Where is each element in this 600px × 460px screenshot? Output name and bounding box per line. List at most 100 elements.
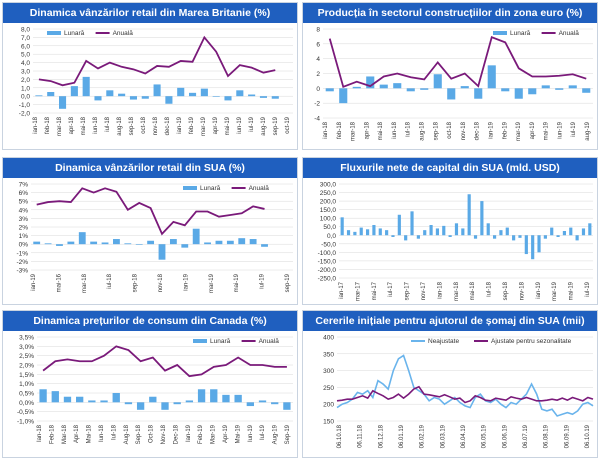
x-tick-label: nov-18 bbox=[153, 116, 159, 135]
bar bbox=[135, 244, 143, 245]
y-tick-label: -1,0% bbox=[17, 419, 34, 426]
legend-label-0: Lunară bbox=[64, 30, 85, 37]
x-tick-label: nov-17 bbox=[421, 281, 427, 300]
x-tick-label: Sep-18 bbox=[136, 424, 142, 444]
panel-canada-cpi: Dinamica prețurilor de consum din Canada… bbox=[2, 310, 298, 458]
y-tick-label: 2 bbox=[316, 71, 320, 78]
x-tick-label: 06.07.19 bbox=[523, 424, 529, 448]
x-tick-label: Dec-18 bbox=[173, 424, 179, 444]
bar bbox=[353, 231, 357, 236]
bar bbox=[129, 96, 137, 100]
bar bbox=[499, 230, 503, 236]
x-tick-label: sep-17 bbox=[405, 281, 411, 300]
x-tick-label: mai-18 bbox=[378, 121, 384, 140]
x-tick-label: Apr-18 bbox=[74, 424, 80, 443]
x-tick-label: 06.10.18 bbox=[337, 424, 343, 448]
x-tick-label: sep-18 bbox=[503, 281, 509, 300]
y-tick-label: 6,0 bbox=[21, 43, 30, 50]
y-tick-label: 0,5% bbox=[19, 391, 34, 398]
y-tick-label: -100,0 bbox=[318, 250, 337, 257]
x-tick-label: Mai-19 bbox=[235, 424, 241, 443]
x-tick-label: mar-19 bbox=[209, 273, 215, 293]
x-tick-label: ian-19 bbox=[183, 273, 189, 290]
y-tick-label: 200,0 bbox=[320, 199, 337, 206]
bar bbox=[161, 402, 169, 410]
bar bbox=[404, 235, 408, 241]
bar bbox=[141, 96, 149, 99]
bar bbox=[514, 88, 523, 99]
x-tick-label: mar-17 bbox=[355, 281, 361, 301]
y-tick-label: 350 bbox=[323, 351, 334, 358]
panel-capital-flows: Fluxurile nete de capital din SUA (mld. … bbox=[302, 157, 598, 305]
y-tick-label: 2,5% bbox=[19, 353, 34, 360]
bar bbox=[588, 223, 592, 236]
x-tick-label: ian-18 bbox=[33, 116, 39, 133]
x-tick-label: iun-19 bbox=[237, 116, 243, 133]
bar bbox=[165, 96, 173, 104]
bar bbox=[106, 90, 114, 97]
x-tick-label: Ian-18 bbox=[37, 424, 43, 442]
legend-label-1: Anuală bbox=[113, 30, 134, 37]
bar bbox=[101, 242, 109, 245]
x-tick-label: iul-19 bbox=[260, 273, 266, 288]
y-tick-label: 100,0 bbox=[320, 216, 337, 223]
x-tick-label: Ian-19 bbox=[186, 424, 192, 442]
x-tick-label: mar-19 bbox=[552, 281, 558, 301]
y-tick-label: -0,5% bbox=[17, 409, 34, 416]
y-tick-label: 4,0 bbox=[21, 60, 30, 67]
bar bbox=[339, 88, 348, 104]
y-tick-label: 8,0 bbox=[21, 27, 30, 34]
legend-label-0: Lunară bbox=[200, 185, 221, 192]
bar bbox=[385, 230, 389, 236]
y-tick-label: 7% bbox=[19, 182, 29, 189]
bar bbox=[480, 201, 484, 236]
bar bbox=[429, 225, 433, 236]
x-tick-label: 06.02.19 bbox=[420, 424, 426, 448]
bar bbox=[169, 239, 177, 245]
bar bbox=[82, 76, 90, 97]
bar bbox=[222, 394, 230, 403]
chart-title-uk: Dinamica vânzărilor retail din Marea Bri… bbox=[3, 3, 297, 23]
y-tick-label: 5% bbox=[19, 199, 29, 206]
x-tick-label: iul-18 bbox=[105, 116, 111, 131]
annual-line bbox=[328, 35, 587, 89]
bar bbox=[124, 243, 132, 245]
x-tick-label: nov-18 bbox=[158, 273, 164, 292]
bar bbox=[524, 235, 528, 255]
bar bbox=[487, 65, 496, 89]
y-tick-label: 0,0 bbox=[327, 233, 336, 240]
y-tick-label: 0 bbox=[316, 86, 320, 93]
x-tick-label: mai-17 bbox=[372, 281, 378, 300]
bar bbox=[197, 389, 206, 403]
x-tick-label: feb-18 bbox=[45, 116, 51, 134]
bar bbox=[474, 88, 483, 99]
y-tick-label: 150 bbox=[323, 419, 334, 426]
bar bbox=[158, 244, 166, 260]
x-tick-label: mar-19 bbox=[516, 121, 522, 141]
bar bbox=[59, 96, 67, 109]
y-tick-label: -2 bbox=[314, 101, 320, 108]
bar bbox=[406, 88, 415, 92]
legend-swatch-0 bbox=[493, 31, 507, 35]
x-tick-label: iun-18 bbox=[93, 116, 99, 133]
legend-swatch-0 bbox=[47, 31, 61, 35]
bar bbox=[212, 96, 220, 97]
sa-line bbox=[336, 385, 594, 404]
x-tick-label: 06.11.18 bbox=[358, 424, 364, 448]
bar bbox=[100, 400, 108, 403]
bar bbox=[44, 243, 52, 245]
bar bbox=[410, 211, 414, 236]
y-tick-label: 6% bbox=[19, 190, 29, 197]
bar bbox=[518, 235, 522, 238]
bar bbox=[204, 242, 211, 245]
x-tick-label: 06.06.19 bbox=[502, 424, 508, 448]
bar bbox=[325, 88, 334, 92]
x-tick-label: Feb-18 bbox=[49, 424, 55, 444]
chart-capital-flows: -250,0 -200,0 -150,0-100,0 -50,00,0 50,0100,… bbox=[318, 182, 593, 301]
x-tick-label: nov-18 bbox=[519, 281, 525, 300]
panel-jobless-claims: Cererile inițiale pentru ajutorul de șom… bbox=[302, 310, 598, 458]
bar bbox=[541, 85, 550, 89]
bar bbox=[246, 402, 254, 407]
y-tick-label: -200,0 bbox=[318, 267, 337, 274]
bar bbox=[51, 391, 59, 403]
